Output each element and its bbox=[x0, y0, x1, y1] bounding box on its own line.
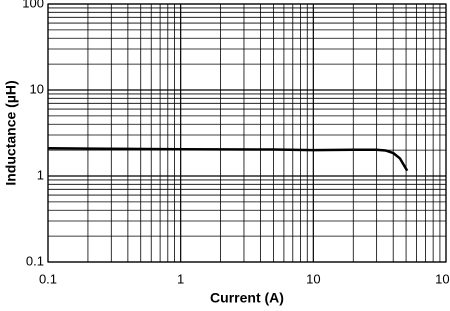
y-tick-label: 0.1 bbox=[26, 253, 44, 268]
x-tick-label: 100 bbox=[435, 271, 450, 286]
data-line bbox=[47, 147, 409, 172]
y-tick-label: 10 bbox=[30, 81, 44, 96]
y-tick-label: 100 bbox=[22, 0, 44, 10]
x-axis-label: Current (A) bbox=[210, 290, 284, 306]
plot-frame bbox=[47, 3, 447, 263]
x-tick-label: 1 bbox=[177, 271, 184, 286]
x-tick-label: 0.1 bbox=[39, 271, 57, 286]
x-tick-label: 10 bbox=[306, 271, 320, 286]
y-axis-label: Inductance (µH) bbox=[3, 80, 19, 185]
y-tick-label: 1 bbox=[37, 167, 44, 182]
